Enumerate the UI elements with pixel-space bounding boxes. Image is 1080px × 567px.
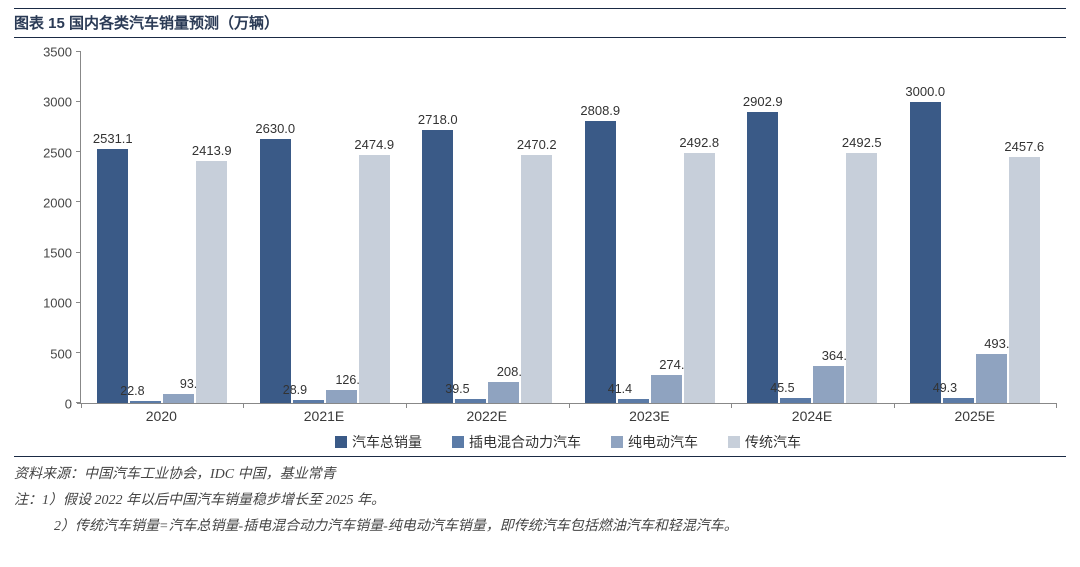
y-tick-label: 1500 bbox=[43, 246, 72, 261]
bar-value-label: 2492.5 bbox=[842, 135, 882, 150]
bar: 274.7 bbox=[651, 52, 682, 403]
x-tick-label: 2022E bbox=[405, 408, 568, 424]
bar-value-label: 22.8 bbox=[120, 384, 144, 398]
bar: 2902.9 bbox=[747, 52, 778, 403]
bar: 2718.0 bbox=[422, 52, 453, 403]
y-tick-label: 3000 bbox=[43, 95, 72, 110]
x-axis-labels: 20202021E2022E2023E2024E2025E bbox=[80, 408, 1056, 424]
bar-value-label: 3000.0 bbox=[905, 84, 945, 99]
bar-group: 2630.028.9126.22474.9 bbox=[244, 52, 407, 403]
legend-item: 汽车总销量 bbox=[335, 432, 422, 452]
bar-group: 2808.941.4274.72492.8 bbox=[569, 52, 732, 403]
bar: 2630.0 bbox=[260, 52, 291, 403]
bar-value-label: 41.4 bbox=[608, 382, 632, 396]
legend: 汽车总销量 插电混合动力汽车 纯电动汽车 传统汽车 bbox=[80, 432, 1056, 452]
y-tick-label: 1000 bbox=[43, 296, 72, 311]
bar: 2492.8 bbox=[684, 52, 715, 403]
note-1: 1）假设 2022 年以后中国汽车销量稳步增长至 2025 年。 bbox=[42, 493, 385, 508]
legend-swatch bbox=[611, 436, 623, 448]
bar-group: 3000.049.3493.12457.6 bbox=[894, 52, 1057, 403]
bar: 2470.2 bbox=[521, 52, 552, 403]
bar-value-label: 2474.9 bbox=[354, 137, 394, 152]
source-line: 资料来源：中国汽车工业协会，IDC 中国，基业常青 bbox=[14, 463, 1066, 483]
bar: 22.8 bbox=[130, 52, 161, 403]
bar: 2413.9 bbox=[196, 52, 227, 403]
legend-label: 汽车总销量 bbox=[352, 432, 422, 452]
chart-title: 图表 15 国内各类汽车销量预测（万辆） bbox=[14, 8, 1066, 38]
notes: 注：1）假设 2022 年以后中国汽车销量稳步增长至 2025 年。 2）传统汽… bbox=[14, 489, 1066, 535]
bar: 2474.9 bbox=[359, 52, 390, 403]
bar-value-label: 2470.2 bbox=[517, 137, 557, 152]
bar-value-label: 2718.0 bbox=[418, 112, 458, 127]
bar: 2531.1 bbox=[97, 52, 128, 403]
y-axis: 0500100015002000250030003500 bbox=[14, 52, 78, 404]
x-tick-label: 2023E bbox=[568, 408, 731, 424]
bar: 493.1 bbox=[976, 52, 1007, 403]
bar: 2808.9 bbox=[585, 52, 616, 403]
bar-group: 2902.945.5364.92492.5 bbox=[731, 52, 894, 403]
bar: 45.5 bbox=[780, 52, 811, 403]
legend-item: 纯电动汽车 bbox=[611, 432, 698, 452]
note-2: 2）传统汽车销量=汽车总销量-插电混合动力汽车销量-纯电动汽车销量，即传统汽车包… bbox=[14, 515, 1066, 535]
bar: 208.3 bbox=[488, 52, 519, 403]
legend-item: 插电混合动力汽车 bbox=[452, 432, 581, 452]
legend-item: 传统汽车 bbox=[728, 432, 801, 452]
x-tick-label: 2025E bbox=[893, 408, 1056, 424]
bar-value-label: 28.9 bbox=[283, 383, 307, 397]
bar-value-label: 39.5 bbox=[445, 382, 469, 396]
legend-label: 传统汽车 bbox=[745, 432, 801, 452]
bar: 2492.5 bbox=[846, 52, 877, 403]
x-tick-label: 2024E bbox=[731, 408, 894, 424]
y-tick-label: 0 bbox=[65, 397, 72, 412]
bar: 39.5 bbox=[455, 52, 486, 403]
bar-value-label: 2902.9 bbox=[743, 94, 783, 109]
y-tick-label: 3500 bbox=[43, 45, 72, 60]
plot-area: 2531.122.893.32413.92630.028.9126.22474.… bbox=[80, 52, 1056, 404]
divider bbox=[14, 456, 1066, 457]
bar-value-label: 2630.0 bbox=[255, 121, 295, 136]
notes-label: 注： bbox=[14, 493, 42, 508]
bar-value-label: 2492.8 bbox=[679, 135, 719, 150]
legend-label: 纯电动汽车 bbox=[628, 432, 698, 452]
bar-value-label: 2457.6 bbox=[1004, 139, 1044, 154]
bar: 364.9 bbox=[813, 52, 844, 403]
x-tick-label: 2020 bbox=[80, 408, 243, 424]
bar: 28.9 bbox=[293, 52, 324, 403]
bar-group: 2718.039.5208.32470.2 bbox=[406, 52, 569, 403]
legend-swatch bbox=[452, 436, 464, 448]
source-label: 资料来源： bbox=[14, 467, 84, 482]
x-tick-label: 2021E bbox=[243, 408, 406, 424]
y-tick-label: 2000 bbox=[43, 195, 72, 210]
bar: 49.3 bbox=[943, 52, 974, 403]
bar-group: 2531.122.893.32413.9 bbox=[81, 52, 244, 403]
legend-label: 插电混合动力汽车 bbox=[469, 432, 581, 452]
chart: 0500100015002000250030003500 2531.122.89… bbox=[14, 44, 1066, 454]
legend-swatch bbox=[335, 436, 347, 448]
bar-value-label: 2413.9 bbox=[192, 143, 232, 158]
bar-value-label: 2808.9 bbox=[580, 103, 620, 118]
bar-value-label: 49.3 bbox=[933, 381, 957, 395]
bar: 126.2 bbox=[326, 52, 357, 403]
bar-value-label: 2531.1 bbox=[93, 131, 133, 146]
y-tick-label: 500 bbox=[50, 346, 72, 361]
bar: 2457.6 bbox=[1009, 52, 1040, 403]
source-text: 中国汽车工业协会，IDC 中国，基业常青 bbox=[84, 467, 336, 482]
bar: 41.4 bbox=[618, 52, 649, 403]
bar-value-label: 45.5 bbox=[770, 381, 794, 395]
legend-swatch bbox=[728, 436, 740, 448]
bar: 93.3 bbox=[163, 52, 194, 403]
bar: 3000.0 bbox=[910, 52, 941, 403]
y-tick-label: 2500 bbox=[43, 145, 72, 160]
